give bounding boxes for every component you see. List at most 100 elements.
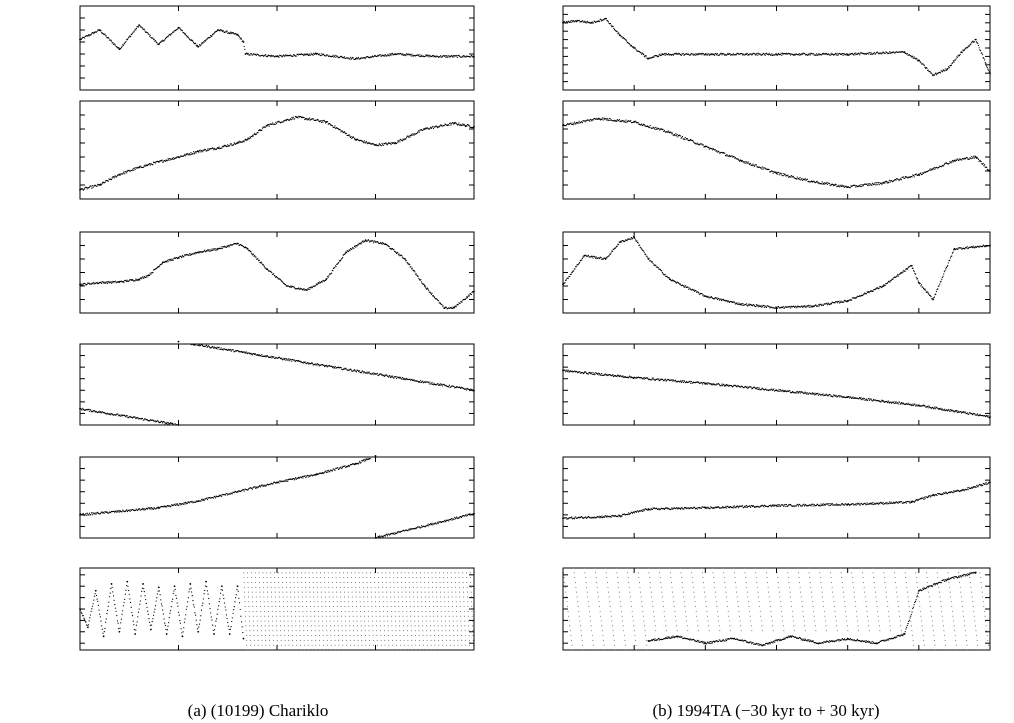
data-point — [206, 498, 209, 501]
data-point — [314, 53, 316, 55]
data-point — [254, 577, 256, 579]
data-point — [341, 625, 343, 627]
data-point — [335, 577, 337, 579]
data-point — [101, 628, 103, 630]
data-point — [271, 596, 273, 598]
data-point — [133, 30, 136, 32]
data-point — [420, 527, 422, 529]
data-point — [438, 649, 440, 651]
data-point — [251, 582, 253, 583]
data-point — [125, 170, 127, 172]
data-point — [300, 572, 302, 574]
data-point — [336, 606, 338, 608]
data-point — [414, 625, 416, 627]
data-point — [462, 572, 464, 574]
data-point — [87, 34, 90, 36]
data-point — [418, 639, 420, 641]
data-point — [179, 619, 181, 622]
data-point — [253, 625, 255, 627]
data-point — [322, 620, 324, 622]
data-point — [85, 621, 87, 623]
data-point — [134, 509, 137, 512]
data-point — [291, 360, 293, 362]
data-point — [148, 33, 150, 35]
data-point — [440, 383, 442, 385]
data-point — [108, 512, 110, 514]
data-point — [166, 160, 168, 162]
data-point — [363, 601, 365, 603]
data-point — [438, 644, 440, 646]
data-point — [152, 37, 154, 39]
data-point — [316, 119, 318, 121]
data-point — [332, 596, 334, 598]
data-point — [468, 620, 470, 622]
data-point — [252, 606, 254, 608]
data-point — [285, 572, 287, 574]
data-point — [257, 53, 259, 56]
data-point — [237, 141, 239, 143]
data-point — [435, 567, 437, 569]
data-point — [319, 644, 321, 646]
data-point — [303, 625, 305, 627]
data-point — [305, 601, 307, 603]
data-point — [375, 620, 377, 622]
data-point — [238, 597, 240, 599]
data-point — [605, 18, 607, 20]
data-point — [403, 625, 404, 627]
data-point — [333, 55, 336, 57]
data-point — [374, 240, 376, 242]
data-point — [454, 577, 456, 579]
data-point — [468, 295, 471, 297]
data-point — [235, 594, 237, 596]
data-point — [126, 415, 128, 417]
data-point — [410, 620, 412, 622]
data-point — [362, 567, 364, 569]
data-point — [193, 252, 195, 254]
data-point — [131, 32, 134, 34]
data-point — [469, 389, 471, 392]
data-point — [110, 587, 112, 590]
data-point — [138, 166, 141, 169]
data-point — [389, 577, 391, 579]
data-point — [424, 526, 427, 528]
data-point — [450, 572, 452, 574]
data-point — [157, 586, 160, 589]
data-point — [353, 630, 355, 632]
data-point — [396, 532, 398, 535]
data-point — [163, 421, 166, 423]
data-point — [233, 609, 235, 611]
data-point — [276, 630, 278, 632]
data-point — [310, 625, 312, 627]
data-point — [427, 288, 429, 290]
data-point — [198, 252, 200, 254]
data-point — [437, 620, 439, 622]
data-point — [251, 586, 253, 588]
data-point — [391, 630, 393, 632]
data-point — [436, 521, 438, 523]
data-point — [270, 591, 272, 593]
data-point — [458, 577, 460, 579]
data-point — [326, 639, 328, 641]
data-point — [372, 143, 375, 145]
data-point — [380, 639, 382, 641]
data-point — [408, 567, 410, 569]
data-point — [394, 615, 396, 617]
data-point — [437, 630, 439, 632]
data-point — [170, 506, 172, 508]
data-point — [80, 38, 82, 40]
data-point — [248, 138, 251, 140]
data-point — [116, 175, 118, 178]
data-point — [143, 419, 145, 421]
data-point — [103, 512, 105, 515]
data-point — [375, 615, 377, 617]
data-point — [348, 601, 350, 603]
data-point — [257, 625, 258, 627]
data-point — [351, 248, 353, 250]
data-point — [298, 606, 300, 608]
data-point — [334, 644, 336, 646]
data-point — [431, 572, 433, 574]
data-point — [274, 123, 276, 125]
data-point — [390, 596, 392, 598]
data-point — [423, 567, 425, 569]
